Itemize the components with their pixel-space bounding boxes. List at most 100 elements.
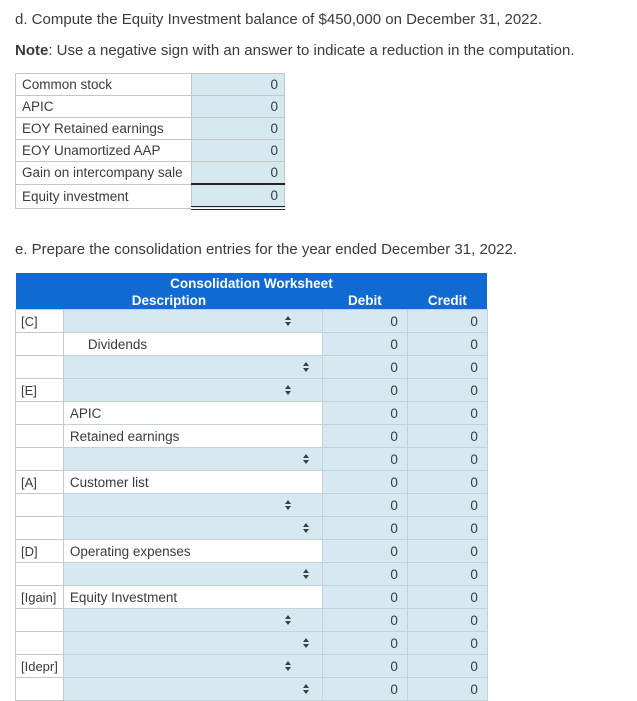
debit-input[interactable]: 0 [321, 447, 408, 471]
account-select[interactable] [82, 678, 315, 700]
account-label: Common stock [15, 73, 192, 96]
account-text: Customer list [69, 474, 149, 490]
account-text: APIC [69, 405, 102, 421]
debit-input[interactable]: 0 [321, 493, 408, 517]
amount-input[interactable]: 0 [191, 73, 285, 96]
worksheet-title: Consolidation Worksheet [15, 273, 488, 292]
credit-input[interactable]: 0 [406, 401, 488, 425]
column-header-debit: Debit [322, 292, 408, 310]
dropdown-arrows-icon [302, 454, 309, 464]
worksheet-row: [A] Customer list 0 0 [15, 470, 488, 494]
debit-input[interactable]: 0 [321, 631, 408, 655]
entry-code [15, 424, 64, 448]
account-select[interactable] [64, 494, 297, 516]
question-d-note: Note: Use a negative sign with an answer… [15, 42, 622, 60]
account-select[interactable] [64, 655, 297, 677]
credit-input[interactable]: 0 [406, 631, 488, 655]
account-text: Equity Investment [69, 589, 178, 605]
debit-input[interactable]: 0 [321, 424, 408, 448]
credit-input[interactable]: 0 [406, 447, 488, 471]
credit-input[interactable]: 0 [406, 654, 488, 678]
amount-input[interactable]: 0 [191, 95, 285, 118]
note-text: : Use a negative sign with an answer to … [48, 42, 575, 59]
description-cell [62, 493, 323, 517]
account-select[interactable] [82, 448, 315, 470]
debit-input[interactable]: 0 [321, 332, 408, 356]
account-label: EOY Retained earnings [15, 117, 192, 140]
description-cell [62, 608, 323, 632]
dropdown-arrows-icon [284, 500, 291, 510]
debit-input[interactable]: 0 [321, 562, 408, 586]
question-d-heading: d. Compute the Equity Investment balance… [15, 11, 543, 28]
account-select[interactable] [64, 379, 297, 401]
computation-row: Gain on intercompany sale 0 [15, 161, 285, 185]
worksheet-row: [D] Operating expenses 0 0 [15, 539, 488, 563]
account-select[interactable] [82, 356, 315, 378]
account-select[interactable] [64, 609, 297, 631]
worksheet-row: [Igain] Equity Investment 0 0 [15, 585, 488, 609]
credit-input[interactable]: 0 [406, 493, 488, 517]
debit-input[interactable]: 0 [321, 401, 408, 425]
worksheet-row: 0 0 [15, 447, 488, 471]
debit-input[interactable]: 0 [321, 539, 408, 563]
account-text: Retained earnings [69, 428, 180, 444]
description-cell: Dividends [62, 332, 323, 356]
dropdown-arrows-icon [302, 523, 309, 533]
dropdown-arrows-icon [302, 362, 309, 372]
account-select[interactable] [82, 517, 315, 539]
entry-code: [A] [15, 470, 64, 494]
worksheet-row: 0 0 [15, 631, 488, 655]
credit-input[interactable]: 0 [406, 309, 488, 333]
credit-input[interactable]: 0 [406, 677, 488, 701]
debit-input[interactable]: 0 [321, 677, 408, 701]
credit-input[interactable]: 0 [406, 562, 488, 586]
account-select[interactable] [82, 632, 315, 654]
credit-input[interactable]: 0 [406, 470, 488, 494]
entry-code [15, 447, 64, 471]
debit-input[interactable]: 0 [321, 355, 408, 379]
amount-input[interactable]: 0 [191, 139, 285, 162]
debit-input[interactable]: 0 [321, 309, 408, 333]
credit-input[interactable]: 0 [406, 332, 488, 356]
worksheet-row: APIC 0 0 [15, 401, 488, 425]
debit-input[interactable]: 0 [321, 654, 408, 678]
worksheet-row: 0 0 [15, 355, 488, 379]
debit-input[interactable]: 0 [321, 378, 408, 402]
worksheet-row: 0 0 [15, 493, 488, 517]
computation-row: APIC 0 [15, 95, 285, 118]
debit-input[interactable]: 0 [321, 516, 408, 540]
credit-input[interactable]: 0 [406, 585, 488, 609]
account-select[interactable] [64, 310, 297, 332]
description-cell [62, 516, 323, 540]
credit-input[interactable]: 0 [406, 355, 488, 379]
credit-input[interactable]: 0 [406, 539, 488, 563]
description-cell [62, 631, 323, 655]
entry-code [15, 562, 64, 586]
worksheet-row: Retained earnings 0 0 [15, 424, 488, 448]
credit-input[interactable]: 0 [406, 516, 488, 540]
amount-input[interactable]: 0 [191, 183, 285, 210]
credit-input[interactable]: 0 [406, 424, 488, 448]
worksheet-row: 0 0 [15, 677, 488, 701]
entry-code: [C] [15, 309, 64, 333]
note-label: Note [15, 42, 49, 59]
amount-input[interactable]: 0 [191, 161, 285, 185]
account-text: Operating expenses [69, 543, 191, 559]
account-select[interactable] [82, 563, 315, 585]
entry-code: [Idepr] [15, 654, 64, 678]
computation-row: Equity investment 0 [15, 183, 285, 210]
credit-input[interactable]: 0 [406, 378, 488, 402]
debit-input[interactable]: 0 [321, 470, 408, 494]
credit-input[interactable]: 0 [406, 608, 488, 632]
account-label: APIC [15, 95, 192, 118]
entry-code [15, 332, 64, 356]
dropdown-arrows-icon [302, 684, 309, 694]
entry-code [15, 677, 64, 701]
column-header-description: Description [15, 292, 323, 310]
computation-table-body: Common stock 0 APIC 0 EOY Retained earni… [15, 73, 285, 210]
amount-input[interactable]: 0 [191, 117, 285, 140]
debit-input[interactable]: 0 [321, 608, 408, 632]
debit-input[interactable]: 0 [321, 585, 408, 609]
dropdown-arrows-icon [302, 569, 309, 579]
description-cell [62, 309, 323, 333]
